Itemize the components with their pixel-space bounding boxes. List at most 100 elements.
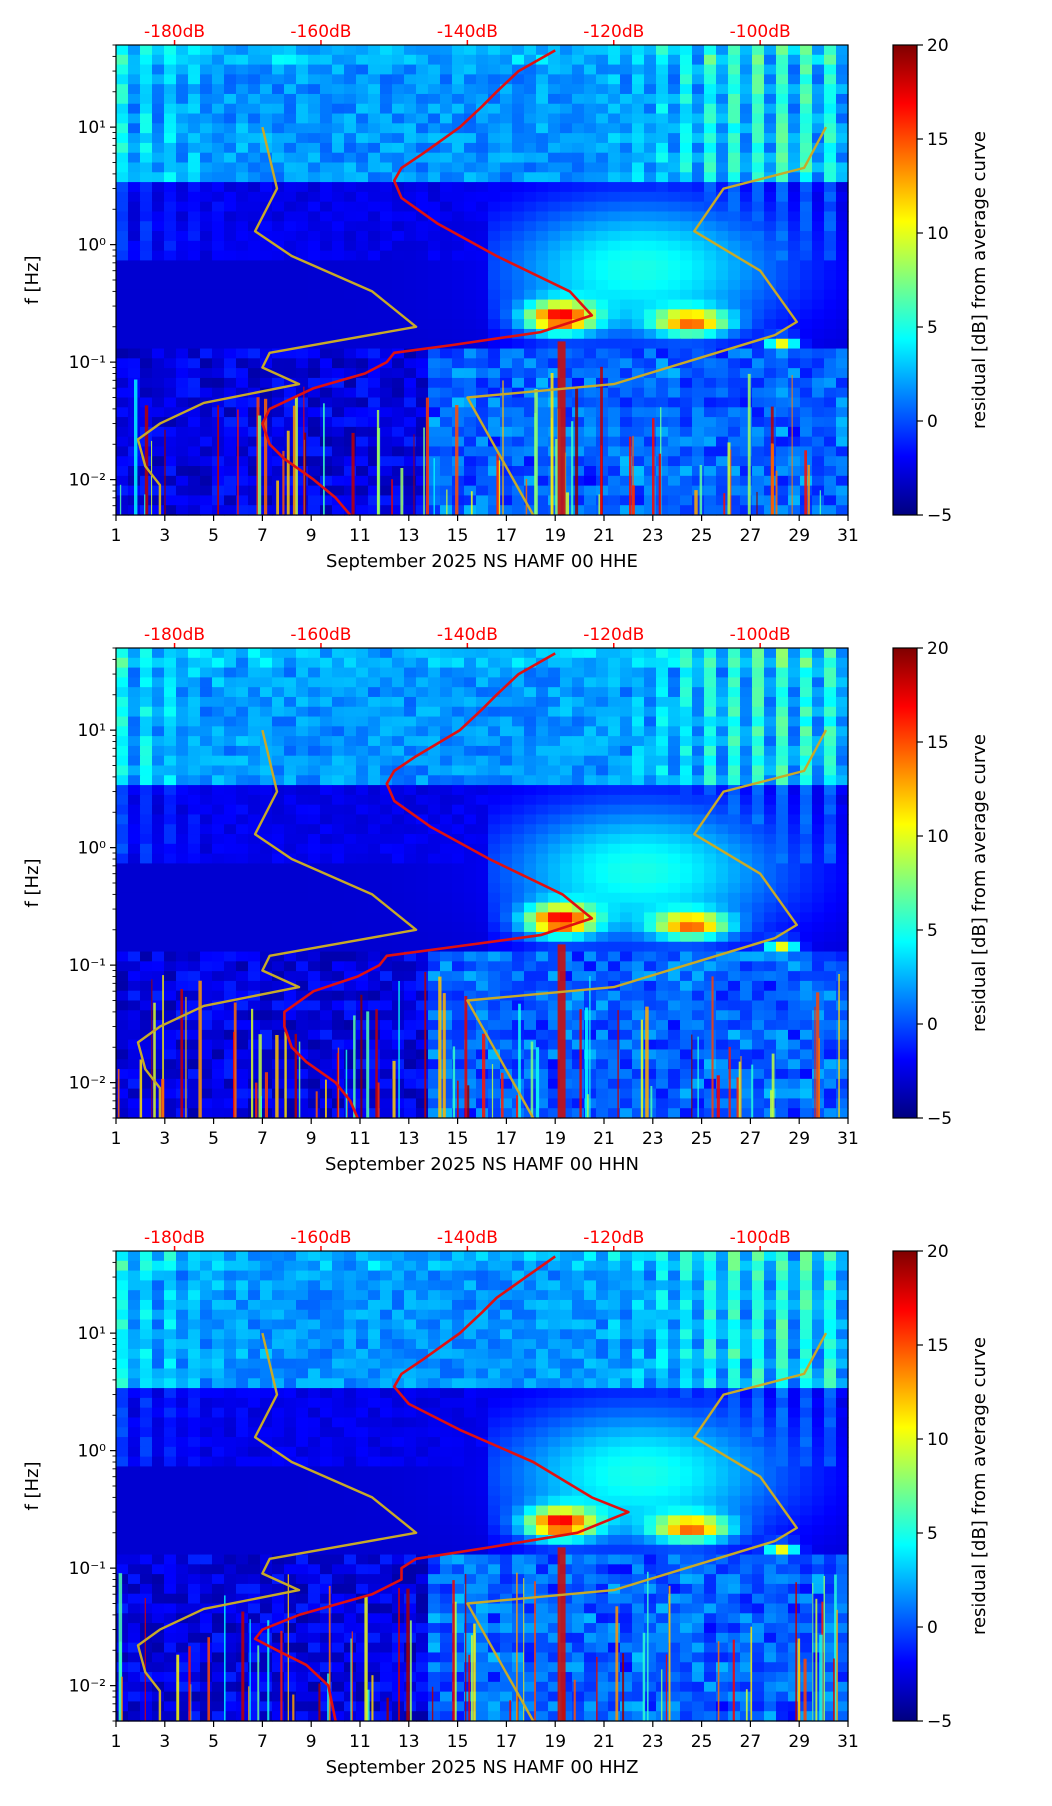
heatmap-cell bbox=[440, 726, 453, 737]
heatmap-cell bbox=[608, 113, 621, 124]
heatmap-cell bbox=[416, 495, 429, 506]
heatmap-cell bbox=[464, 931, 477, 943]
heatmap-cell bbox=[788, 191, 801, 203]
heatmap-cell bbox=[668, 397, 681, 408]
heatmap-cell bbox=[296, 922, 309, 933]
heatmap-cell bbox=[572, 648, 585, 659]
heatmap-cell bbox=[164, 716, 177, 727]
heatmap-cell bbox=[200, 706, 213, 718]
heatmap-cell bbox=[476, 123, 489, 134]
heatmap-cell bbox=[656, 726, 669, 737]
heatmap-cell bbox=[176, 696, 189, 708]
heatmap-cell bbox=[368, 736, 381, 747]
heatmap-cell bbox=[464, 426, 477, 438]
heatmap-cell bbox=[548, 338, 561, 350]
heatmap-cell bbox=[356, 103, 369, 115]
heatmap-cell bbox=[164, 250, 177, 262]
heatmap-cell bbox=[464, 250, 477, 262]
heatmap-cell bbox=[512, 726, 525, 737]
heatmap-cell bbox=[416, 863, 429, 874]
heatmap-cell bbox=[836, 133, 849, 144]
heatmap-cell bbox=[668, 417, 681, 428]
heatmap-cell bbox=[248, 505, 261, 516]
heatmap-cell bbox=[716, 348, 729, 359]
heatmap-cell bbox=[200, 133, 213, 144]
heatmap-cell bbox=[752, 299, 765, 310]
heatmap-cell bbox=[728, 456, 741, 467]
heatmap-cell bbox=[776, 270, 789, 281]
heatmap-cell bbox=[560, 794, 573, 806]
heatmap-cell bbox=[584, 280, 597, 291]
heatmap-cell bbox=[344, 74, 357, 85]
heatmap-cell bbox=[224, 221, 237, 232]
heatmap-cell bbox=[200, 221, 213, 232]
heatmap-cell bbox=[404, 368, 417, 379]
heatmap-cell bbox=[296, 657, 309, 669]
heatmap-cell bbox=[716, 931, 729, 943]
heatmap-cell bbox=[272, 74, 285, 85]
heatmap-cell bbox=[512, 495, 525, 506]
heatmap-cell bbox=[632, 201, 645, 213]
heatmap-cell bbox=[284, 677, 297, 688]
heatmap-cell bbox=[656, 182, 669, 193]
heatmap-cell bbox=[824, 407, 837, 418]
heatmap-cell bbox=[488, 853, 501, 865]
heatmap-cell bbox=[452, 172, 465, 183]
colorbar-tick-label: 5 bbox=[927, 318, 938, 338]
heatmap-cell bbox=[404, 726, 417, 737]
heatmap-cell bbox=[668, 377, 681, 389]
heatmap-cell bbox=[800, 172, 813, 183]
heatmap-cell bbox=[236, 397, 249, 408]
heatmap-cell bbox=[224, 853, 237, 865]
heatmap-cell bbox=[224, 397, 237, 408]
heatmap-cell bbox=[608, 834, 621, 845]
heatmap-cell bbox=[632, 814, 645, 825]
heatmap-cell bbox=[248, 892, 261, 904]
heatmap-cell bbox=[524, 775, 537, 786]
heatmap-cell bbox=[488, 142, 501, 154]
heatmap-cell bbox=[176, 785, 189, 796]
heatmap-cell bbox=[344, 142, 357, 154]
heatmap-cell bbox=[452, 348, 465, 359]
heatmap-cell bbox=[764, 785, 777, 796]
heatmap-cell bbox=[272, 902, 285, 913]
heatmap-cell bbox=[344, 54, 357, 66]
heatmap-cell bbox=[200, 505, 213, 516]
heatmap-cell bbox=[152, 667, 165, 678]
heatmap-cell bbox=[788, 201, 801, 213]
heatmap-cell bbox=[176, 45, 189, 56]
heatmap-cell bbox=[644, 358, 657, 369]
heatmap-cell bbox=[320, 892, 333, 904]
heatmap-cell bbox=[512, 912, 525, 923]
heatmap-cell bbox=[200, 426, 213, 438]
heatmap-cell bbox=[824, 93, 837, 105]
heatmap-cell bbox=[128, 853, 141, 865]
heatmap-cell bbox=[740, 745, 753, 757]
heatmap-cell bbox=[248, 54, 261, 66]
heatmap-cell bbox=[380, 902, 393, 913]
heatmap-cell bbox=[800, 794, 813, 806]
heatmap-cell bbox=[134, 379, 138, 515]
heatmap-cell bbox=[716, 319, 729, 330]
heatmap-cell bbox=[500, 843, 513, 855]
heatmap-cell bbox=[644, 45, 657, 56]
heatmap-cell bbox=[500, 775, 513, 786]
heatmap-cell bbox=[572, 426, 585, 438]
heatmap-cell bbox=[380, 328, 393, 340]
heatmap-cell bbox=[776, 260, 789, 271]
heatmap-cell bbox=[824, 446, 837, 457]
heatmap-cell bbox=[775, 470, 778, 515]
heatmap-cell bbox=[704, 446, 717, 457]
heatmap-cell bbox=[584, 358, 597, 369]
heatmap-cell bbox=[608, 775, 621, 786]
heatmap-cell bbox=[632, 93, 645, 105]
heatmap-cell bbox=[260, 794, 273, 806]
heatmap-cell bbox=[788, 745, 801, 757]
heatmap-cell bbox=[668, 765, 681, 776]
heatmap-cell bbox=[488, 716, 501, 727]
heatmap-cell bbox=[392, 201, 405, 213]
heatmap-cell bbox=[764, 426, 777, 438]
heatmap-cell bbox=[692, 677, 705, 688]
heatmap-cell bbox=[740, 172, 753, 183]
heatmap-cell bbox=[464, 240, 477, 252]
